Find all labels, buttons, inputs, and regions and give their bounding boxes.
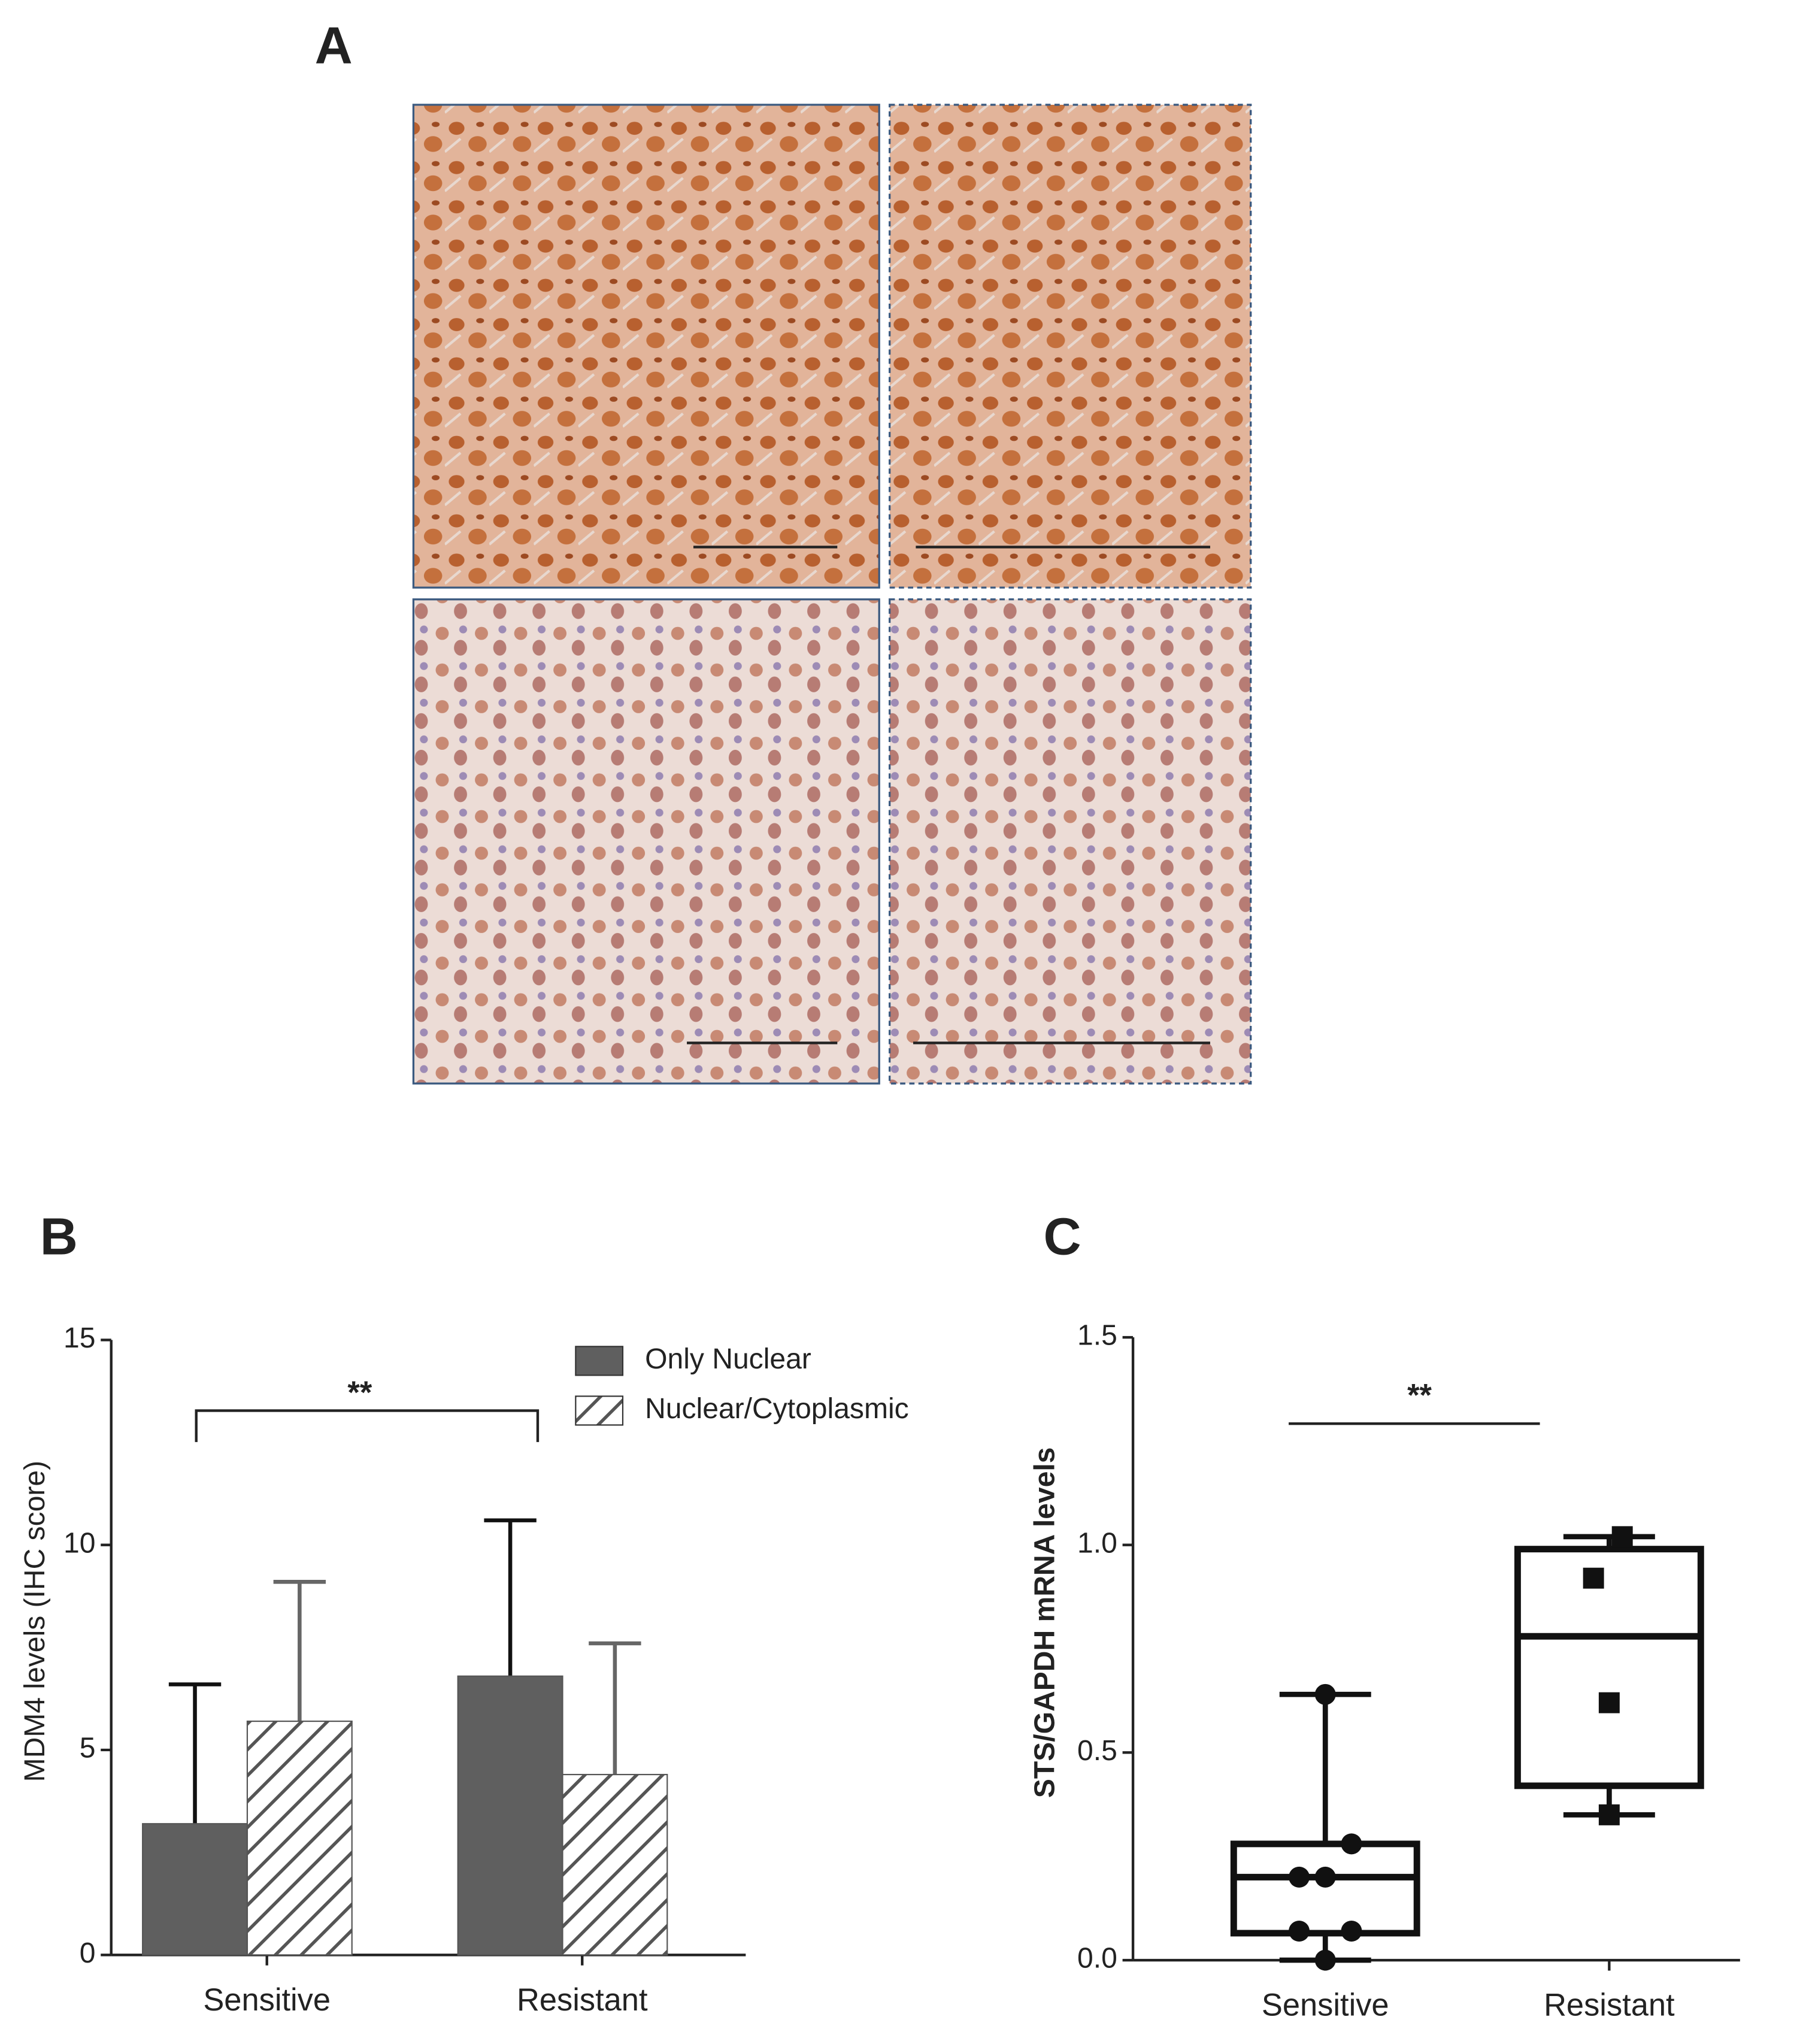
y-tick-label: 10 — [63, 1527, 95, 1559]
legend-label: Only Nuclear — [645, 1343, 811, 1375]
y-tick-label: 0 — [80, 1937, 96, 1969]
micrographs — [412, 104, 1252, 1085]
panel-label: A — [315, 16, 353, 75]
y-tick-label: 0.0 — [1077, 1942, 1117, 1975]
bar — [562, 1773, 668, 1956]
micrograph — [889, 104, 1252, 589]
box — [1514, 1546, 1704, 1789]
legend-swatch — [575, 1395, 624, 1426]
point — [1598, 1692, 1620, 1713]
y-tick-label: 15 — [63, 1322, 95, 1354]
point — [1289, 1866, 1310, 1888]
legend-label: Nuclear/Cytoplasmic — [645, 1392, 909, 1425]
box — [1230, 1840, 1420, 1937]
panel-label: C — [1044, 1207, 1081, 1265]
point — [1314, 1866, 1336, 1888]
panel-label: B — [40, 1207, 78, 1265]
x-tick-label: Sensitive — [203, 1983, 331, 2018]
legend-swatch — [575, 1346, 624, 1376]
bar — [457, 1675, 563, 1956]
point — [1598, 1804, 1620, 1825]
x-tick-label: Resistant — [1544, 1988, 1675, 2023]
point — [1341, 1921, 1362, 1942]
y-axis-label: STS/GAPDH mRNA levels — [1029, 1448, 1061, 1798]
point — [1611, 1526, 1633, 1548]
y-tick-label: 1.0 — [1077, 1527, 1117, 1559]
y-axis-label: MDM4 levels (IHC score) — [19, 1461, 51, 1782]
significance-label: ** — [1407, 1378, 1432, 1413]
y-tick-label: 1.5 — [1077, 1319, 1117, 1352]
y-tick-label: 0.5 — [1077, 1734, 1117, 1767]
y-tick-label: 5 — [80, 1732, 96, 1764]
micrograph — [889, 598, 1252, 1085]
point — [1289, 1921, 1310, 1942]
significance-bracket — [195, 1409, 540, 1442]
micrograph — [412, 104, 880, 589]
point — [1583, 1567, 1604, 1589]
point — [1341, 1833, 1362, 1855]
x-tick-label: Sensitive — [1262, 1988, 1389, 2023]
x-tick-label: Resistant — [517, 1983, 648, 2018]
micrograph — [412, 598, 880, 1085]
bar — [246, 1720, 353, 1956]
point — [1314, 1949, 1336, 1971]
significance-label: ** — [347, 1376, 372, 1410]
bar — [142, 1823, 249, 1956]
point — [1314, 1683, 1336, 1705]
